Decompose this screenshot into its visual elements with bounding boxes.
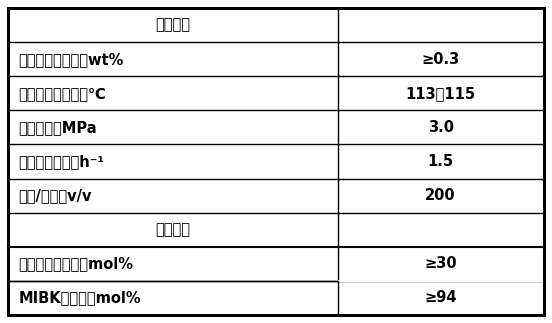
Bar bbox=[338, 280, 544, 282]
Text: 1.5: 1.5 bbox=[428, 154, 454, 169]
Text: 200: 200 bbox=[426, 188, 456, 203]
Text: 反应条件: 反应条件 bbox=[156, 18, 190, 33]
Text: 反应结果: 反应结果 bbox=[156, 222, 190, 237]
Text: 丙酮原料含水量，wt%: 丙酮原料含水量，wt% bbox=[18, 52, 124, 67]
Text: ≥94: ≥94 bbox=[424, 290, 457, 305]
Text: 3.0: 3.0 bbox=[428, 120, 454, 135]
Text: ≥0.3: ≥0.3 bbox=[422, 52, 460, 67]
Text: 催化剂床层温度，℃: 催化剂床层温度，℃ bbox=[18, 86, 106, 101]
Text: 113～115: 113～115 bbox=[406, 86, 476, 101]
Text: 氢气/丙酮，v/v: 氢气/丙酮，v/v bbox=[18, 188, 92, 203]
Text: 反应体积空速，h⁻¹: 反应体积空速，h⁻¹ bbox=[18, 154, 104, 169]
Text: ≥30: ≥30 bbox=[424, 256, 457, 271]
Text: MIBK选择性，mol%: MIBK选择性，mol% bbox=[18, 290, 141, 305]
Text: 丙酮单程转化率，mol%: 丙酮单程转化率，mol% bbox=[18, 256, 133, 271]
Text: 反应压力，MPa: 反应压力，MPa bbox=[18, 120, 97, 135]
